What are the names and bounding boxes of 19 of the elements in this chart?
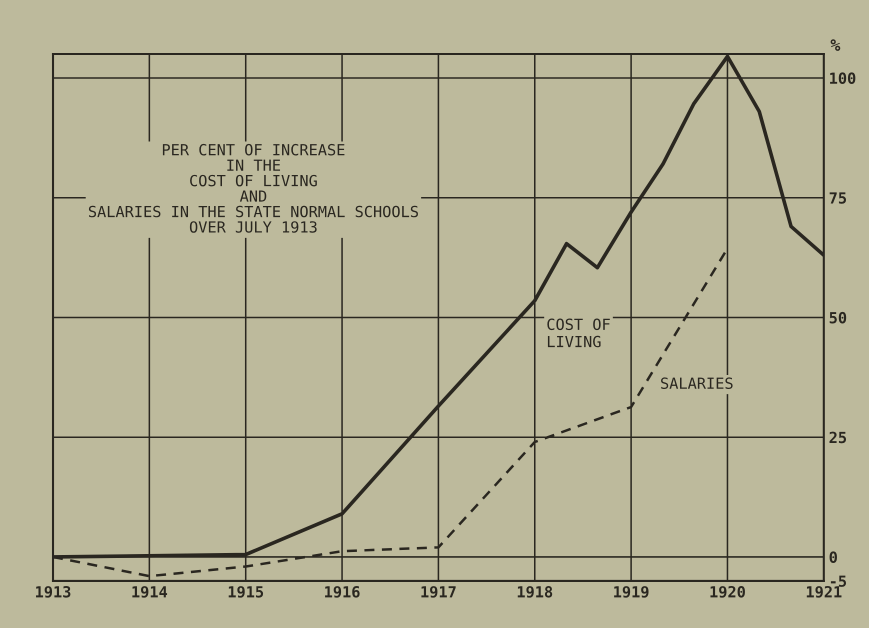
y-tick-label: 75 [830,192,846,204]
y-axis-title: % [830,39,840,51]
x-tick-label: 1913 [36,586,70,598]
x-tick-label: 1916 [325,586,360,598]
x-tick-label: 1920 [710,586,745,598]
x-tick-label: 1914 [132,586,168,598]
series-label: SALARIES [661,377,733,389]
text: PER CENT OF INCREASE IN THE COST OF LIVING AND SALARIES IN THE STATE NORMAL SCHOOLS OVER JULY 1913 [88,144,418,233]
x-tick-label: 1919 [614,586,649,598]
y-tick-label: -5 [830,576,846,587]
y-tick-label: 25 [830,432,846,444]
x-tick-label: 1917 [421,586,456,598]
y-tick-label: 50 [830,312,846,324]
y-tick-label: 0 [830,551,837,563]
x-tick-label: 1915 [228,586,264,598]
x-tick-label: 1918 [518,586,552,598]
y-tick-label: 100 [830,72,856,84]
series-label: COST OF LIVING [547,318,610,348]
x-tick-label: 1921 [806,586,842,598]
